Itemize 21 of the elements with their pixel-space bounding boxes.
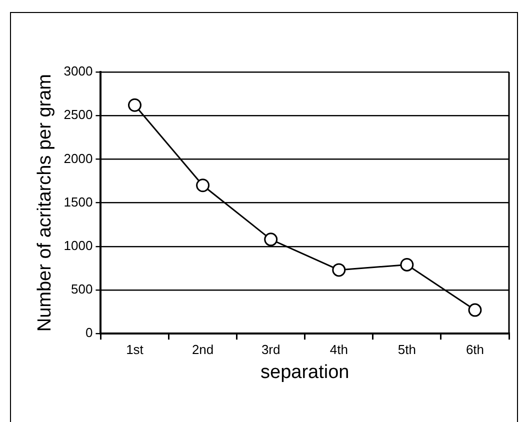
x-axis-title: separation (260, 362, 350, 383)
point (332, 263, 346, 277)
y-axis-title: Number of acritarchs per gram (34, 74, 56, 332)
point (468, 303, 482, 317)
y-tick-label: 1000 (64, 238, 93, 253)
x-tick-label: 3rd (261, 342, 280, 357)
y-tick-label: 500 (71, 282, 93, 297)
x-tick-label: 6th (466, 342, 484, 357)
x-tick-label: 1st (126, 342, 144, 357)
x-tick-label: 4th (330, 342, 348, 357)
y-tick-label: 2500 (64, 107, 93, 122)
y-tick-label: 1500 (64, 194, 93, 210)
point (264, 232, 278, 246)
y-tick-label: 0 (85, 325, 93, 340)
y-tick-label: 3000 (64, 64, 93, 79)
y-tick-label: 2000 (64, 150, 93, 166)
x-tick-label: 5th (398, 342, 416, 357)
point (400, 258, 414, 272)
point (128, 98, 142, 112)
x-tick-label: 2nd (192, 342, 214, 357)
point (196, 178, 210, 192)
